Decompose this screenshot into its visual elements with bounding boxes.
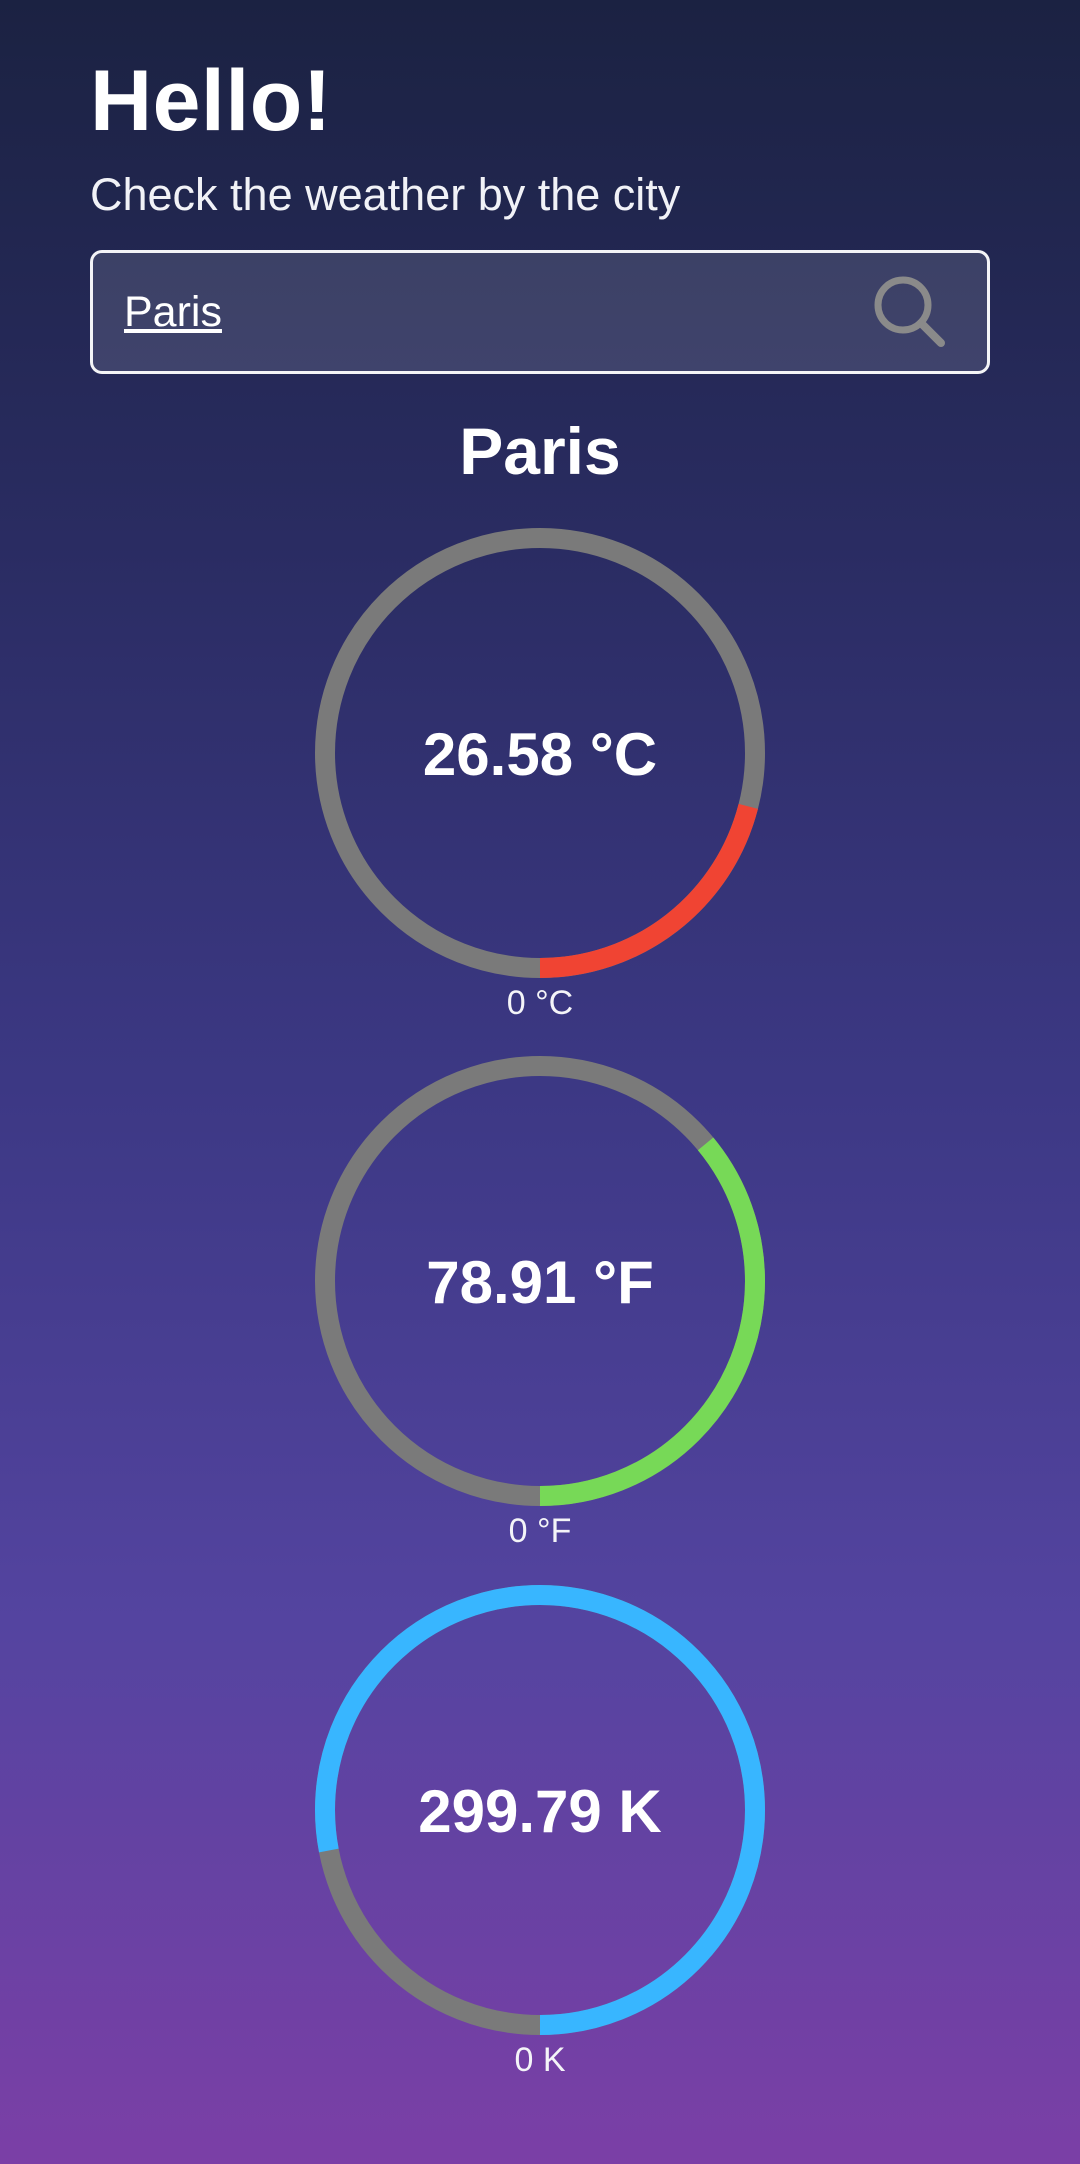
kelvin-gauge-ring: [315, 1585, 765, 2035]
fahrenheit-gauge: 78.91 °F 0 °F: [0, 1056, 1080, 1576]
greeting-subtitle: Check the weather by the city: [90, 169, 681, 220]
celsius-value: 26.58 °C: [422, 721, 658, 788]
fahrenheit-value: 78.91 °F: [426, 1249, 654, 1316]
celsius-min-label: 0 °C: [506, 984, 574, 1022]
fahrenheit-gauge-fill: [315, 1056, 765, 1506]
celsius-gauge: 26.58 °C 0 °C: [0, 528, 1080, 1048]
city-name: Paris: [459, 414, 621, 488]
greeting-title: Hello!: [90, 53, 332, 149]
city-search-input[interactable]: [124, 253, 869, 371]
kelvin-gauge: 299.79 K 0 K: [0, 1585, 1080, 2105]
kelvin-gauge-fill: [315, 1585, 765, 2035]
celsius-gauge-ring: [315, 528, 765, 978]
header: Hello! Check the weather by the city: [90, 58, 990, 217]
celsius-gauge-fill: [315, 528, 765, 978]
kelvin-min-label: 0 K: [514, 2041, 566, 2079]
search-icon[interactable]: [869, 271, 951, 353]
fahrenheit-min-label: 0 °F: [508, 1512, 572, 1550]
city-search-box[interactable]: [90, 250, 990, 374]
fahrenheit-gauge-ring: [315, 1056, 765, 1506]
kelvin-value: 299.79 K: [418, 1778, 662, 1845]
